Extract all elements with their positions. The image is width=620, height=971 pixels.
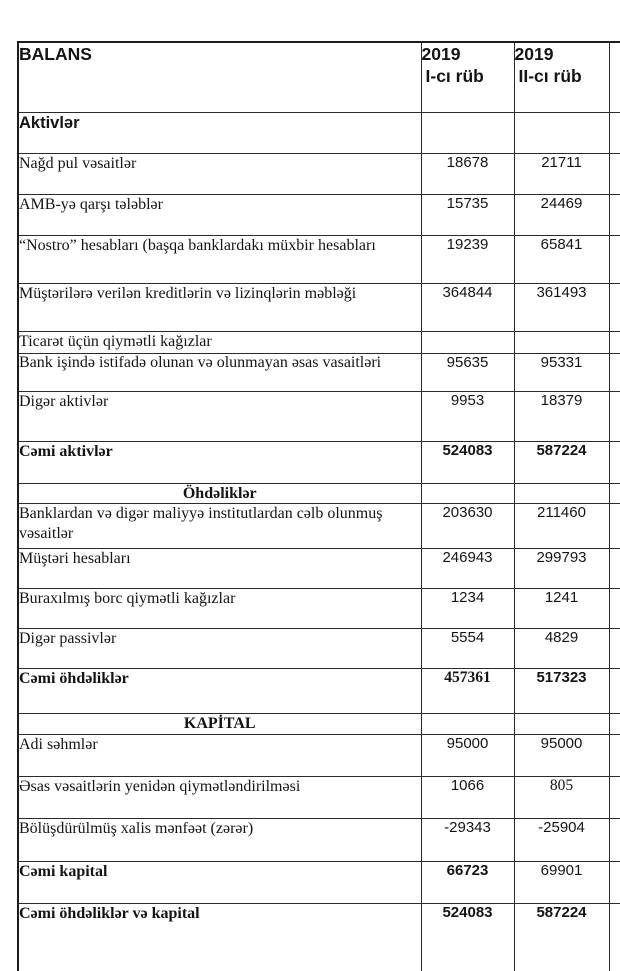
table-row: AMB-yə qarşı tələblər 15735 24469 — [17, 193, 620, 236]
value-q2: 4829 — [513, 627, 610, 669]
value-q1: 95635 — [420, 352, 515, 392]
row-label: Digər passivlər — [17, 627, 422, 669]
section-row-assets: Aktivlər — [17, 111, 620, 154]
clipped-column-cell — [608, 41, 620, 113]
value-q2: 21711 — [513, 152, 610, 195]
row-label: Digər aktivlər — [17, 390, 422, 442]
row-label: Buraxılmış borc qiymətli kağızlar — [17, 587, 422, 629]
value-q2: 587224 — [513, 440, 610, 484]
value-q2: 805 — [513, 775, 610, 819]
table-row: Adi səhmlər 95000 95000 — [17, 733, 620, 777]
row-label: Ticarət üçün qiymətli kağızlar — [17, 330, 422, 354]
section-row-capital: KAPİTAL — [17, 712, 620, 735]
value-q2 — [513, 330, 610, 354]
value-q1: 15735 — [420, 193, 515, 236]
table-row: Bölüşdürülmüş xalis mənfəət (zərər) -293… — [17, 817, 620, 862]
value-q2: 1241 — [513, 587, 610, 629]
section-label-assets: Aktivlər — [17, 111, 422, 154]
value-q2: 211460 — [513, 502, 610, 549]
row-label: Cəmi öhdəliklər — [17, 667, 422, 714]
row-label: Adi səhmlər — [17, 733, 422, 777]
row-label: Nağd pul vəsaitlər — [17, 152, 422, 195]
table-row: “Nostro” hesabları (başqa banklardakı mü… — [17, 234, 620, 284]
value-q2: 587224 — [513, 902, 610, 971]
row-label: Cəmi aktivlər — [17, 440, 422, 484]
column-header-q1: 2019 I-cı rüb — [420, 41, 515, 113]
column-header-q2-year: 2019 — [514, 44, 554, 64]
value-q2: 69901 — [513, 860, 610, 904]
value-q2: 517323 — [513, 667, 610, 714]
value-q1: 364844 — [420, 282, 515, 332]
row-label: Cəmi kapital — [17, 860, 422, 904]
table-row: Ticarət üçün qiymətli kağızlar — [17, 330, 620, 354]
value-q1: 457361 — [420, 667, 515, 714]
table-row: Əsas vəsaitlərin yenidən qiymətləndirilm… — [17, 775, 620, 819]
value-q1: 246943 — [420, 547, 515, 589]
table-row: Müştərilərə verilən kreditlərin və lizin… — [17, 282, 620, 332]
row-label: Banklardan və digər maliyyə institutlard… — [17, 502, 422, 549]
total-row-capital: Cəmi kapital 66723 69901 — [17, 860, 620, 904]
value-q2: 18379 — [513, 390, 610, 442]
column-header-q1-quarter: I-cı rüb — [425, 66, 484, 86]
row-label: Bank işində istifadə olunan və olunmayan… — [17, 352, 422, 392]
value-q1: 9953 — [420, 390, 515, 442]
table-header-row: BALANS 2019 I-cı rüb 2019 II-cı rüb — [17, 41, 620, 113]
row-label: Bölüşdürülmüş xalis mənfəət (zərər) — [17, 817, 422, 862]
value-q1: 19239 — [420, 234, 515, 284]
value-q1: 1234 — [420, 587, 515, 629]
value-q2: 95000 — [513, 733, 610, 777]
table-row: Digər passivlər 5554 4829 — [17, 627, 620, 669]
column-header-q2: 2019 II-cı rüb — [513, 41, 610, 113]
value-q1: 18678 — [420, 152, 515, 195]
total-row-liabilities-and-capital: Cəmi öhdəliklər və kapital 524083 587224 — [17, 902, 620, 971]
value-q1 — [420, 330, 515, 354]
row-label: Müştəri hesabları — [17, 547, 422, 589]
column-header-q2-quarter: II-cı rüb — [518, 66, 582, 86]
table-row: Buraxılmış borc qiymətli kağızlar 1234 1… — [17, 587, 620, 629]
value-q1: 95000 — [420, 733, 515, 777]
section-label-capital: KAPİTAL — [17, 712, 422, 735]
row-label: “Nostro” hesabları (başqa banklardakı mü… — [17, 234, 422, 284]
section-row-liabilities: Öhdəliklər — [17, 482, 620, 504]
table-row: Banklardan və digər maliyyə institutlard… — [17, 502, 620, 549]
row-label: AMB-yə qarşı tələblər — [17, 193, 422, 236]
row-label: Müştərilərə verilən kreditlərin və lizin… — [17, 282, 422, 332]
total-row-liabilities: Cəmi öhdəliklər 457361 517323 — [17, 667, 620, 714]
value-q1: 524083 — [420, 440, 515, 484]
value-q2: -25904 — [513, 817, 610, 862]
table-title: BALANS — [17, 41, 422, 113]
section-label-liabilities: Öhdəliklər — [17, 482, 422, 504]
value-q1: 203630 — [420, 502, 515, 549]
value-q1: 66723 — [420, 860, 515, 904]
table-row: Bank işində istifadə olunan və olunmayan… — [17, 352, 620, 392]
value-q2: 361493 — [513, 282, 610, 332]
value-q1: 524083 — [420, 902, 515, 971]
value-q1: -29343 — [420, 817, 515, 862]
value-q1: 5554 — [420, 627, 515, 669]
value-q2: 299793 — [513, 547, 610, 589]
table-row: Müştəri hesabları 246943 299793 — [17, 547, 620, 589]
row-label: Cəmi öhdəliklər və kapital — [17, 902, 422, 971]
value-q2: 65841 — [513, 234, 610, 284]
row-label: Əsas vəsaitlərin yenidən qiymətləndirilm… — [17, 775, 422, 819]
value-q2: 24469 — [513, 193, 610, 236]
total-row-assets: Cəmi aktivlər 524083 587224 — [17, 440, 620, 484]
value-q2: 95331 — [513, 352, 610, 392]
balance-table: BALANS 2019 I-cı rüb 2019 II-cı rüb Akti… — [17, 41, 620, 971]
table-row: Nağd pul vəsaitlər 18678 21711 — [17, 152, 620, 195]
value-q1: 1066 — [420, 775, 515, 819]
table-row: Digər aktivlər 9953 18379 — [17, 390, 620, 442]
column-header-q1-year: 2019 — [421, 44, 461, 64]
